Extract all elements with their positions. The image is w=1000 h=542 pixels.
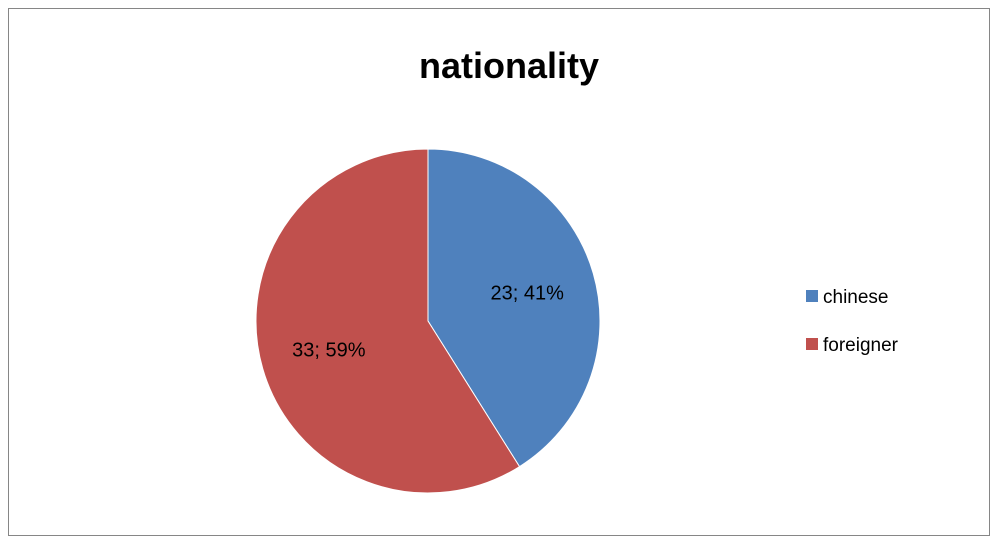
- legend: chinese foreigner: [806, 287, 899, 356]
- data-label-chinese: 23; 41%: [490, 282, 564, 304]
- legend-label-foreigner: foreigner: [823, 335, 899, 356]
- pie-slices: [255, 148, 601, 494]
- legend-label-chinese: chinese: [823, 287, 889, 308]
- data-label-foreigner: 33; 59%: [292, 340, 366, 362]
- pie-slice-foreigner: [255, 148, 521, 494]
- legend-swatch-chinese: [806, 290, 818, 302]
- legend-swatch-foreigner: [806, 338, 818, 350]
- pie-slice-chinese: [427, 148, 601, 468]
- data-labels: 23; 41% 33; 59%: [292, 282, 564, 361]
- chart-title: nationality: [419, 45, 599, 86]
